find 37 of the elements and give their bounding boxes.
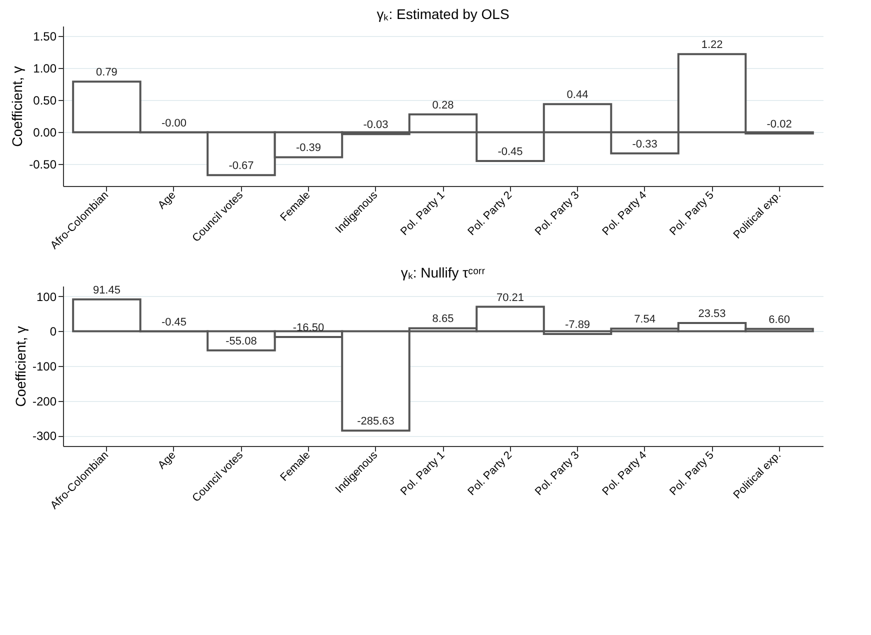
y-axis-title: Coefficient, γ xyxy=(9,66,26,147)
data-label: 8.65 xyxy=(432,313,454,326)
data-label: -0.03 xyxy=(363,119,388,132)
y-tick-label: 0.50 xyxy=(33,94,57,108)
data-label: 7.54 xyxy=(634,314,656,326)
data-label: 70.21 xyxy=(496,292,524,304)
data-label: 6.60 xyxy=(768,314,790,326)
y-tick-label: -300 xyxy=(32,429,57,444)
data-label: 1.22 xyxy=(701,39,723,52)
data-label: 0.79 xyxy=(96,66,118,79)
y-tick-label: 100 xyxy=(36,290,57,304)
data-label: -285.63 xyxy=(357,416,394,428)
y-tick-label: 0.00 xyxy=(33,126,57,140)
x-tick-label: Age xyxy=(156,189,178,212)
x-tick-label: Age xyxy=(156,449,178,472)
data-label: 91.45 xyxy=(92,284,120,296)
data-label: -0.45 xyxy=(498,146,523,158)
y-tick-label: -200 xyxy=(32,394,57,408)
chart-title: γₖ: Estimated by OLS xyxy=(376,6,510,22)
y-tick-label: -100 xyxy=(32,360,57,374)
data-label: -0.00 xyxy=(161,117,187,130)
chart-title: γₖ: Nullify τᶜᵒʳʳ xyxy=(400,264,486,280)
y-tick-label: 1.50 xyxy=(33,30,57,44)
data-label: 0.28 xyxy=(432,99,454,112)
data-label: 23.53 xyxy=(698,308,726,320)
data-label: -7.89 xyxy=(564,318,590,331)
data-label: 0.44 xyxy=(566,89,588,102)
data-label: -55.08 xyxy=(226,335,257,348)
data-label: -0.39 xyxy=(296,142,322,154)
y-axis-title: Coefficient, γ xyxy=(12,326,28,407)
y-tick-label: 1.00 xyxy=(33,62,57,76)
y-tick-label: -0.50 xyxy=(29,158,57,172)
data-label: -0.33 xyxy=(632,138,658,150)
data-label: -0.02 xyxy=(766,118,792,131)
y-tick-label: 0 xyxy=(50,324,57,339)
data-label: -0.45 xyxy=(161,316,187,328)
data-label: -0.67 xyxy=(228,160,254,172)
